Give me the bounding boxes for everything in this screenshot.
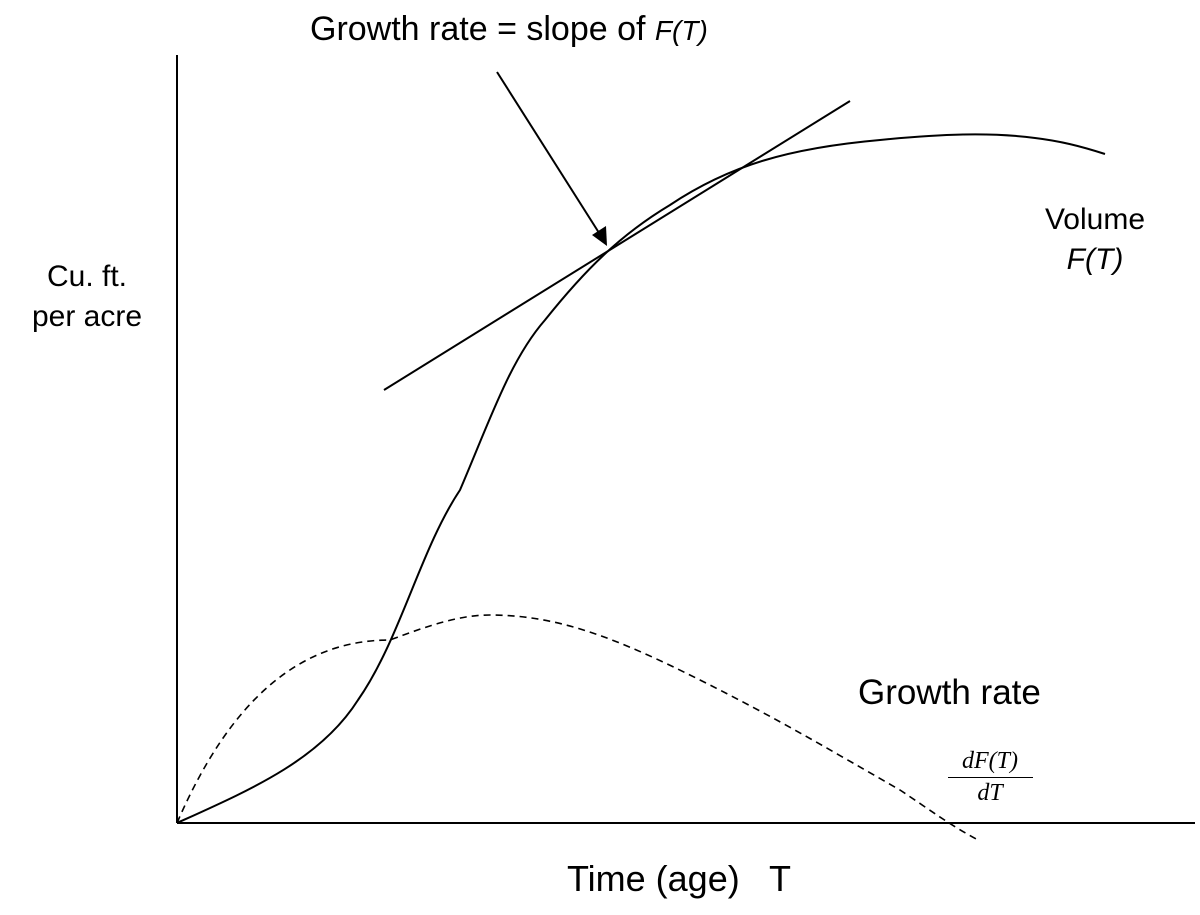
annotation-arrow	[496, 71, 602, 237]
y-axis-label-line2: per acre	[31, 300, 143, 333]
fraction-bar	[947, 777, 1033, 778]
title-function: F(T)	[654, 15, 708, 46]
volume-curve	[176, 133, 1106, 824]
title-text: Growth rate = slope of	[310, 10, 655, 48]
x-axis-label: Time (age) T	[567, 858, 792, 899]
figure-title: Growth rate = slope of F(T)	[310, 10, 708, 49]
volume-label-text: Volume	[1044, 203, 1146, 236]
y-axis-label: Cu. ft. per acre	[12, 257, 162, 337]
tangent-line	[383, 100, 851, 391]
derivative-denominator: dT	[977, 780, 1003, 806]
arrow-head	[592, 226, 607, 246]
growth-rate-label: Growth rate	[858, 673, 1041, 712]
growth-rate-curve	[176, 614, 979, 841]
y-axis-label-line1: Cu. ft.	[46, 260, 128, 293]
volume-function: F(T)	[1066, 243, 1124, 276]
volume-label: Volume F(T)	[1020, 200, 1170, 280]
derivative-expression: dF(T) dT	[940, 748, 1040, 807]
derivative-numerator: dF(T)	[962, 748, 1018, 774]
